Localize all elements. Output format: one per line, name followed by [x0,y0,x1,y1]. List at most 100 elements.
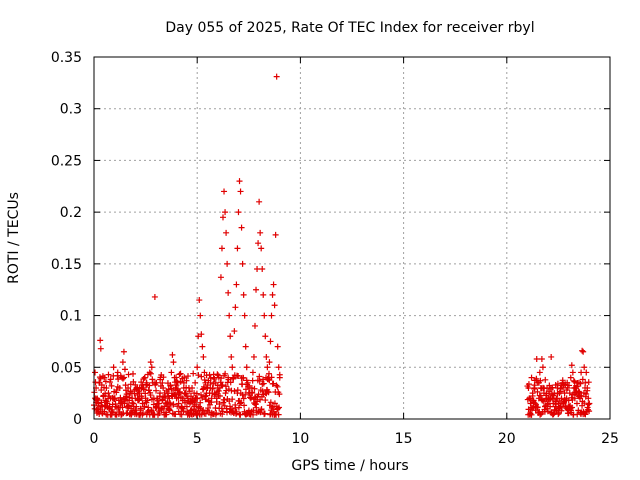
data-point [546,390,553,397]
data-point-noise [198,411,205,418]
data-point-noise [233,408,240,415]
data-point [210,374,217,381]
data-point [532,403,539,410]
data-point [267,338,274,345]
data-point [274,343,281,350]
data-point [158,405,165,412]
data-point [97,345,104,352]
data-point [110,364,117,371]
data-point [198,331,205,338]
data-point-noise [257,396,264,403]
data-point-noise [242,391,249,398]
data-point-noise [253,404,260,411]
data-point-noise [109,406,116,413]
data-point [543,395,550,402]
data-point-noise [260,380,267,387]
data-point [216,384,223,391]
data-point [199,343,206,350]
data-point-noise [197,399,204,406]
data-point-noise [240,375,247,382]
data-point [584,384,591,391]
data-point-noise [92,379,99,386]
data-point [567,374,574,381]
data-point-noise [119,404,126,411]
data-point [536,369,543,376]
data-point-noise [237,400,244,407]
data-point [208,395,215,402]
data-point [254,266,261,273]
data-point [154,411,161,418]
data-point [554,384,561,391]
data-point [565,397,572,404]
data-point-noise [168,385,175,392]
data-point-noise [198,373,205,380]
data-point [167,382,174,389]
data-point [535,395,542,402]
data-point-noise [119,375,126,382]
data-point [240,291,247,298]
data-point [202,379,209,386]
data-point [92,369,99,376]
data-point-noise [251,385,258,392]
y-tick-label: 0.15 [51,257,82,273]
data-point-noise [586,408,593,415]
data-point [97,337,104,344]
data-point-noise [221,396,228,403]
data-point [537,384,544,391]
data-point [181,397,188,404]
data-point [576,379,583,386]
data-point-noise [202,396,209,403]
data-point-noise [107,376,114,383]
data-point [121,366,128,373]
data-point [99,403,106,410]
data-point-noise [147,392,154,399]
data-point [528,374,535,381]
data-point [558,395,565,402]
y-axis-label: ROTI / TECUs [6,192,22,284]
data-point [250,353,257,360]
data-point-noise [237,411,244,418]
data-point-noise [136,396,143,403]
data-point-noise [181,374,188,381]
data-point-noise [276,391,283,398]
data-point-noise [223,387,230,394]
data-point-noise [242,386,249,393]
data-point [164,390,171,397]
data-point-noise [267,399,274,406]
data-point-noise [219,382,226,389]
data-point [136,390,143,397]
data-point [175,400,182,407]
data-point-noise [274,405,281,412]
y-tick-label: 0.25 [51,153,82,169]
data-point [196,297,203,304]
data-point [98,387,105,394]
data-point [526,395,533,402]
x-tick-label: 0 [90,431,99,447]
x-tick-label: 10 [291,431,309,447]
data-point [200,353,207,360]
data-point [190,397,197,404]
data-point [124,403,131,410]
data-point [230,374,237,381]
data-point [227,333,234,340]
data-point-noise [94,405,101,412]
data-point [241,312,248,319]
data-point-noise [163,411,170,418]
data-point [244,379,251,386]
data-point [531,384,538,391]
x-axis-label: GPS time / hours [291,458,408,474]
data-point-noise [148,407,155,414]
grid [94,57,610,419]
data-point-noise [256,378,263,385]
data-point-noise [146,382,153,389]
data-point [128,405,135,412]
data-point [270,281,277,288]
x-tick-label: 20 [498,431,516,447]
data-point [548,353,555,360]
data-point-noise [132,381,139,388]
data-point [148,364,155,371]
data-point [578,369,585,376]
data-point [194,364,201,371]
data-point-noise [549,384,556,391]
